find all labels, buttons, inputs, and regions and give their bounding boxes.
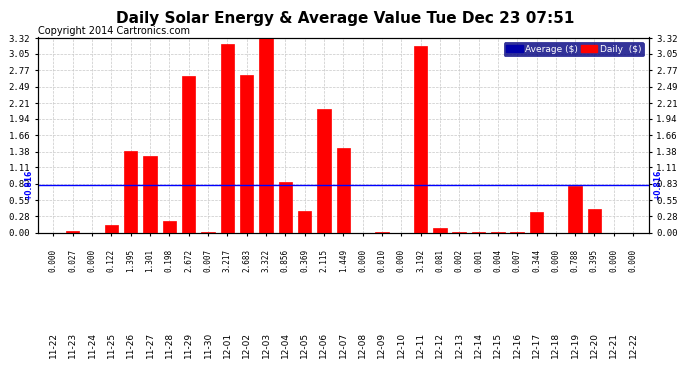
Text: 11-22: 11-22 — [49, 332, 58, 358]
Text: 12-12: 12-12 — [435, 332, 444, 358]
Text: 11-24: 11-24 — [88, 332, 97, 358]
Text: 11-25: 11-25 — [107, 332, 116, 358]
Text: 0.000: 0.000 — [88, 249, 97, 272]
Text: 12-20: 12-20 — [590, 332, 599, 358]
Text: 0.344: 0.344 — [532, 249, 541, 272]
Text: Daily Solar Energy & Average Value Tue Dec 23 07:51: Daily Solar Energy & Average Value Tue D… — [116, 11, 574, 26]
Bar — [182, 76, 195, 232]
Text: 3.217: 3.217 — [223, 249, 232, 272]
Text: 3.192: 3.192 — [416, 249, 425, 272]
Text: Copyright 2014 Cartronics.com: Copyright 2014 Cartronics.com — [38, 26, 190, 36]
Text: 12-05: 12-05 — [300, 332, 309, 358]
Text: 0.395: 0.395 — [590, 249, 599, 272]
Text: 11-26: 11-26 — [126, 332, 135, 358]
Text: 2.115: 2.115 — [319, 249, 328, 272]
Text: 0.081: 0.081 — [435, 249, 444, 272]
Text: 12-16: 12-16 — [513, 332, 522, 358]
Text: 12-15: 12-15 — [493, 332, 502, 358]
Text: 12-18: 12-18 — [551, 332, 560, 358]
Text: 12-11: 12-11 — [416, 332, 425, 358]
Text: 2.672: 2.672 — [184, 249, 193, 272]
Text: 3.322: 3.322 — [262, 249, 270, 272]
Text: 0.010: 0.010 — [377, 249, 386, 272]
Text: 12-17: 12-17 — [532, 332, 541, 358]
Bar — [66, 231, 79, 232]
Text: 0.000: 0.000 — [609, 249, 618, 272]
Text: 12-02: 12-02 — [242, 332, 251, 358]
Text: 0.004: 0.004 — [493, 249, 502, 272]
Text: 0.856: 0.856 — [281, 249, 290, 272]
Bar — [259, 38, 273, 232]
Text: 0.000: 0.000 — [551, 249, 560, 272]
Bar — [163, 221, 176, 232]
Text: 11-23: 11-23 — [68, 332, 77, 358]
Text: 12-09: 12-09 — [377, 332, 386, 358]
Text: 12-08: 12-08 — [358, 332, 367, 358]
Bar — [433, 228, 446, 232]
Bar — [240, 75, 253, 232]
Text: 0.027: 0.027 — [68, 249, 77, 272]
Text: +0.816: +0.816 — [24, 170, 33, 200]
Text: 0.002: 0.002 — [455, 249, 464, 272]
Text: 12-19: 12-19 — [571, 332, 580, 358]
Bar — [337, 148, 350, 232]
Legend: Average ($), Daily  ($): Average ($), Daily ($) — [504, 42, 644, 56]
Text: 12-22: 12-22 — [629, 332, 638, 358]
Bar — [317, 109, 331, 232]
Bar — [105, 225, 118, 232]
Text: 0.788: 0.788 — [571, 249, 580, 272]
Bar — [124, 151, 137, 232]
Text: 12-10: 12-10 — [397, 332, 406, 358]
Text: 12-13: 12-13 — [455, 332, 464, 358]
Text: 12-03: 12-03 — [262, 332, 270, 358]
Bar — [298, 211, 311, 232]
Bar — [144, 156, 157, 232]
Text: 0.000: 0.000 — [358, 249, 367, 272]
Bar — [588, 209, 601, 232]
Text: +0.816: +0.816 — [653, 170, 662, 200]
Text: 12-01: 12-01 — [223, 332, 232, 358]
Text: 0.007: 0.007 — [513, 249, 522, 272]
Text: 0.369: 0.369 — [300, 249, 309, 272]
Bar — [569, 186, 582, 232]
Text: 11-30: 11-30 — [204, 332, 213, 358]
Text: 1.449: 1.449 — [339, 249, 348, 272]
Text: 0.000: 0.000 — [629, 249, 638, 272]
Bar — [414, 46, 427, 232]
Text: 11-29: 11-29 — [184, 332, 193, 358]
Text: 0.000: 0.000 — [49, 249, 58, 272]
Text: 12-07: 12-07 — [339, 332, 348, 358]
Text: 0.001: 0.001 — [474, 249, 483, 272]
Text: 1.301: 1.301 — [146, 249, 155, 272]
Text: 2.683: 2.683 — [242, 249, 251, 272]
Text: 0.198: 0.198 — [165, 249, 174, 272]
Text: 0.007: 0.007 — [204, 249, 213, 272]
Text: 1.395: 1.395 — [126, 249, 135, 272]
Text: 0.122: 0.122 — [107, 249, 116, 272]
Bar — [530, 212, 543, 232]
Bar — [279, 182, 292, 232]
Text: 12-04: 12-04 — [281, 332, 290, 358]
Text: 11-27: 11-27 — [146, 332, 155, 358]
Text: 0.000: 0.000 — [397, 249, 406, 272]
Text: 12-14: 12-14 — [474, 332, 483, 358]
Bar — [221, 44, 234, 232]
Text: 12-21: 12-21 — [609, 332, 618, 358]
Text: 11-28: 11-28 — [165, 332, 174, 358]
Text: 12-06: 12-06 — [319, 332, 328, 358]
